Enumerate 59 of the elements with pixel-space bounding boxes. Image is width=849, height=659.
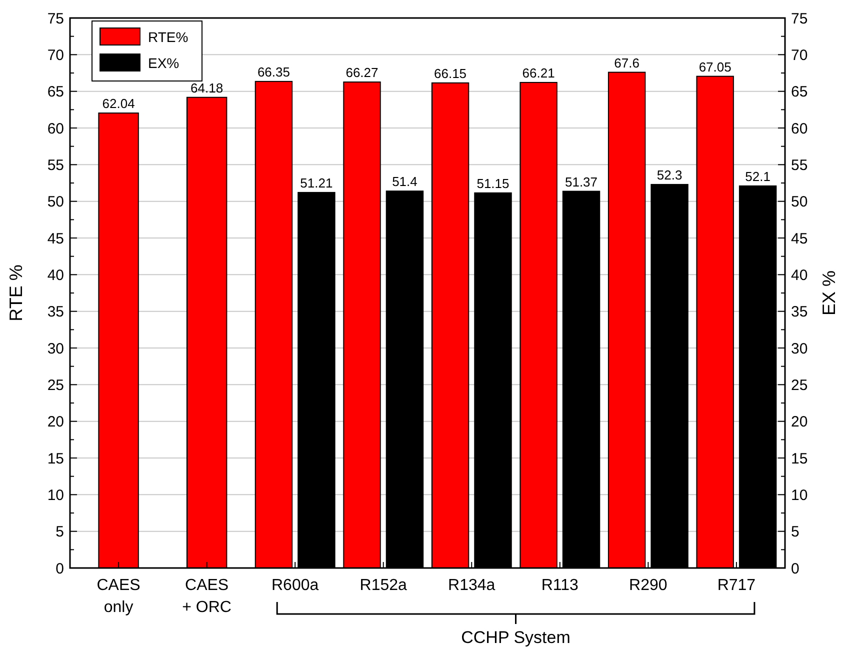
text: CCHP System [461, 628, 570, 647]
y2-tick-label: 55 [791, 156, 808, 174]
x-tick-label: R290 [629, 577, 668, 594]
y-tick-label: 40 [47, 266, 64, 284]
y-tick-label: 65 [47, 84, 64, 101]
y-tick-label: 15 [47, 450, 64, 468]
y2-tick-label: 70 [791, 46, 808, 64]
x-tick-label: R113 [541, 577, 579, 594]
y2-tick-label: 10 [791, 486, 808, 504]
y2-tick-label: 5 [791, 524, 800, 541]
x-tick-label: R134a [448, 577, 496, 594]
y2-tick-label: 50 [791, 194, 808, 211]
x-tick-label: CAES only [96, 577, 140, 616]
y2-tick-label: 40 [791, 266, 808, 284]
legend-label: EX% [148, 54, 180, 71]
data-label: 66.35 [257, 64, 290, 80]
data-label: 51.21 [300, 175, 333, 190]
y2-axis-title: EX % [819, 270, 839, 316]
data-label: 66.21 [522, 65, 555, 80]
data-label: 66.27 [346, 65, 378, 80]
y2-tick-label: 60 [791, 120, 808, 138]
y2-tick-label: 15 [791, 450, 808, 468]
data-label: 51.37 [564, 174, 598, 190]
y-tick-label: 20 [47, 414, 64, 431]
y-tick-label: 10 [47, 486, 64, 504]
y-tick-label: 60 [47, 120, 64, 138]
x-tick-label: R152a [360, 577, 408, 594]
y-tick-label: 0 [56, 560, 64, 578]
y2-tick-label: 65 [791, 84, 808, 101]
y-tick-label: 5 [56, 524, 64, 541]
y-tick-label: 75 [47, 10, 64, 28]
data-label: 67.05 [698, 59, 732, 74]
data-label: 67.6 [614, 55, 640, 70]
data-label: 51.4 [392, 174, 418, 190]
y2-tick-label: 25 [791, 376, 808, 394]
x-tick-label: R600a [272, 577, 319, 594]
data-label: 52.3 [656, 167, 682, 182]
y-tick-label: 50 [47, 194, 64, 211]
y-tick-label: 55 [47, 156, 64, 174]
x-tick-label: CAES + ORC [182, 577, 232, 616]
y2-tick-label: 30 [791, 340, 808, 358]
legend-label: RTE% [148, 28, 188, 45]
y-tick-label: 25 [47, 376, 64, 394]
y-tick-label: 30 [47, 340, 64, 358]
y-tick-label: 35 [47, 304, 64, 321]
y-axis-title: RTE % [6, 264, 26, 322]
x-tick-label: R717 [717, 577, 756, 594]
y-tick-label: 45 [47, 230, 64, 248]
y2-tick-label: 45 [791, 230, 808, 248]
data-label: 62.04 [102, 96, 135, 112]
y2-tick-label: 0 [791, 560, 800, 578]
data-label: 66.15 [434, 66, 467, 81]
y2-tick-label: 75 [791, 10, 808, 28]
data-label: 51.15 [476, 176, 510, 191]
y-tick-label: 70 [47, 46, 64, 64]
data-label: 64.18 [190, 80, 224, 96]
y2-tick-label: 35 [791, 304, 808, 321]
y2-tick-label: 20 [791, 414, 808, 431]
data-label: 52.1 [745, 168, 770, 184]
